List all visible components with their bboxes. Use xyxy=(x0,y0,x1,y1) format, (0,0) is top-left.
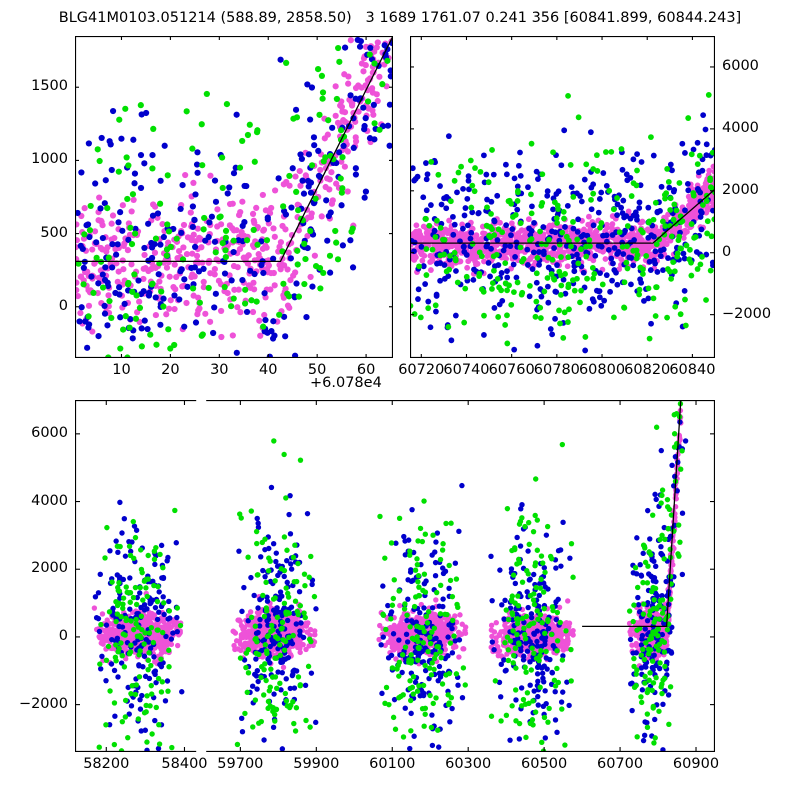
panel-top-left-xtick-50: 50 xyxy=(307,362,327,378)
panel-top-right-xtick-60800: 60800 xyxy=(578,362,626,378)
panel-bottom-xtick-58400: 58400 xyxy=(161,756,208,772)
panel-bottom-xtick-59700: 59700 xyxy=(217,756,264,772)
panel-top-right-ytick-4000: 4000 xyxy=(722,119,759,136)
panel-top-right-xtick-60760: 60760 xyxy=(488,362,535,378)
panel-bottom-ytick-4000: 4000 xyxy=(31,492,68,509)
figure-title: BLG41M0103.051214 (588.89, 2858.50) 3 16… xyxy=(58,10,742,26)
panel-bottom-ytick--2000: −2000 xyxy=(18,695,68,712)
panel-bottom-xtick-59900: 59900 xyxy=(293,756,340,772)
panel-top-right-xtick-60780: 60780 xyxy=(533,362,580,378)
panel-bottom-plot xyxy=(75,400,715,752)
panel-top-right-plot xyxy=(410,36,715,358)
panel-bottom[interactable] xyxy=(75,400,715,752)
panel-bottom-ytick-6000: 6000 xyxy=(31,424,68,441)
panel-bottom-ytick-2000: 2000 xyxy=(31,560,68,577)
panel-top-right[interactable] xyxy=(410,36,715,358)
panel-top-left-xtick-60: 60 xyxy=(356,362,376,378)
panel-top-left-ytick-1000: 1000 xyxy=(31,151,68,168)
panel-top-right-xtick-60720: 60720 xyxy=(398,362,445,378)
panel-top-left-x-offset-label: +6.078e4 xyxy=(310,375,382,391)
panel-bottom-xtick-60500: 60500 xyxy=(521,756,568,772)
panel-top-right-ytick-2000: 2000 xyxy=(722,181,759,198)
panel-top-right-xtick-60840: 60840 xyxy=(669,362,716,378)
panel-top-right-ytick-0: 0 xyxy=(722,243,732,260)
panel-top-left-plot xyxy=(75,36,393,358)
panel-top-right-ytick-6000: 6000 xyxy=(722,57,759,74)
panel-top-left-xtick-40: 40 xyxy=(259,362,278,378)
panel-top-left-xtick-30: 30 xyxy=(210,362,229,378)
panel-top-left-xtick-20: 20 xyxy=(161,362,180,378)
panel-top-left-xtick-10: 10 xyxy=(112,362,131,378)
panel-top-left-ytick-0: 0 xyxy=(58,297,68,314)
panel-top-right-xtick-60740: 60740 xyxy=(443,362,490,378)
panel-bottom-xtick-60900: 60900 xyxy=(672,756,720,772)
panel-top-right-xtick-60820: 60820 xyxy=(624,362,671,378)
panel-top-right-ytick--2000: −2000 xyxy=(722,305,772,322)
panel-bottom-xtick-60300: 60300 xyxy=(445,756,492,772)
panel-bottom-xtick-60100: 60100 xyxy=(369,756,416,772)
panel-top-left-ytick-1500: 1500 xyxy=(31,78,68,95)
panel-top-left[interactable] xyxy=(75,36,393,358)
panel-top-left-ytick-500: 500 xyxy=(40,224,68,241)
panel-bottom-xtick-58200: 58200 xyxy=(83,756,130,772)
panel-bottom-xtick-60700: 60700 xyxy=(596,756,644,772)
panel-bottom-ytick-0: 0 xyxy=(58,627,68,644)
